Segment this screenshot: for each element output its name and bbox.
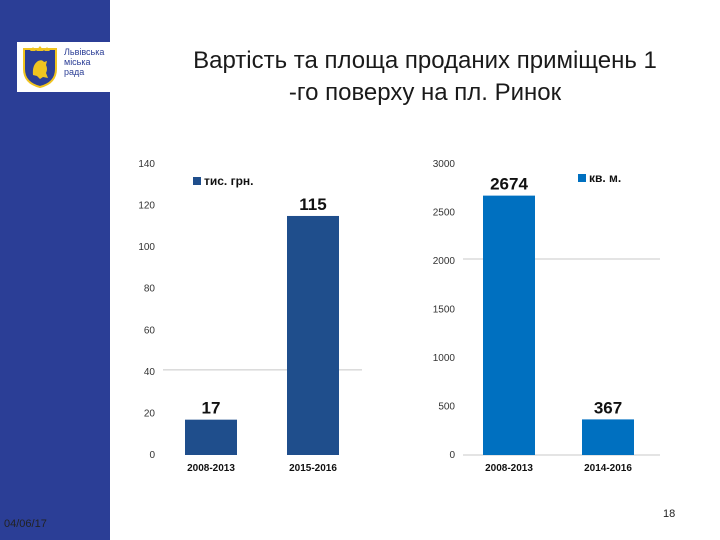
y-tick-label-left-1: 20 xyxy=(144,408,156,419)
bar-left-0 xyxy=(185,419,237,455)
page-number: 18 xyxy=(663,508,676,520)
y-tick-label-left-3: 60 xyxy=(144,325,156,336)
bar-right-0 xyxy=(483,195,535,455)
category-label-right-1: 2014-2016 xyxy=(584,463,632,474)
bar-right-1 xyxy=(582,419,634,455)
category-label-left-1: 2015-2016 xyxy=(289,463,337,474)
logo-line-2: міська xyxy=(64,57,91,67)
legend-swatch-left xyxy=(193,177,201,185)
city-council-logo: Львівська міська рада xyxy=(17,42,125,92)
y-tick-label-left-7: 140 xyxy=(138,159,155,170)
slide-title-line-1: Вартість та площа проданих приміщень 1 xyxy=(193,47,657,74)
y-tick-label-right-3: 1500 xyxy=(433,305,456,316)
y-tick-label-left-0: 0 xyxy=(149,450,155,461)
lviv-coat-of-arms-icon xyxy=(23,46,57,89)
y-tick-label-left-2: 40 xyxy=(144,367,156,378)
data-label-right-1: 367 xyxy=(594,398,622,417)
legend-label-right: кв. м. xyxy=(589,171,621,185)
y-tick-label-right-0: 0 xyxy=(449,450,455,461)
y-tick-label-left-6: 120 xyxy=(138,201,155,212)
y-tick-label-right-4: 2000 xyxy=(433,256,456,267)
data-label-left-1: 115 xyxy=(299,195,326,214)
y-tick-label-left-4: 80 xyxy=(144,284,156,295)
category-label-right-0: 2008-2013 xyxy=(485,463,533,474)
legend-label-left: тис. грн. xyxy=(204,174,254,188)
y-tick-label-right-5: 2500 xyxy=(433,208,456,219)
data-label-left-0: 17 xyxy=(202,399,221,418)
slide-title: Вартість та площа проданих приміщень 1 -… xyxy=(130,45,720,109)
data-label-right-0: 2674 xyxy=(490,175,528,194)
category-label-left-0: 2008-2013 xyxy=(187,463,235,474)
y-tick-label-left-5: 100 xyxy=(138,242,155,253)
bar-left-1 xyxy=(287,215,339,455)
y-tick-label-right-2: 1000 xyxy=(433,353,456,364)
logo-line-1: Львівська xyxy=(64,47,105,57)
y-tick-label-right-1: 500 xyxy=(438,402,455,413)
logo-text: Львівська міська рада xyxy=(64,47,124,77)
slide-title-line-2: -го поверху на пл. Ринок xyxy=(288,79,562,106)
logo-line-3: рада xyxy=(64,67,85,77)
footer-date: 04/06/17 xyxy=(4,518,47,530)
y-tick-label-right-6: 3000 xyxy=(433,159,456,170)
legend-swatch-right xyxy=(578,174,586,182)
